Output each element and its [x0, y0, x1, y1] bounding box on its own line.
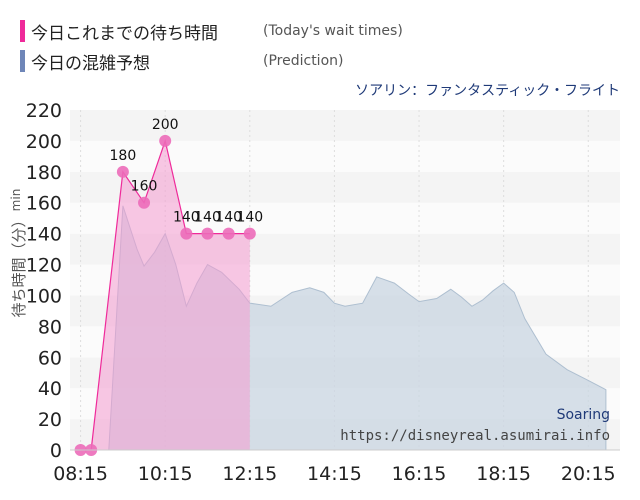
- today-marker: [243, 227, 256, 240]
- data-label: 160: [131, 179, 158, 195]
- data-label: 140: [173, 210, 200, 226]
- y-tick-label: 200: [26, 131, 62, 153]
- data-label: 140: [236, 210, 263, 226]
- legend-today-note: (Today's wait times): [263, 23, 403, 39]
- today-marker: [222, 227, 235, 240]
- x-tick-label: 08:15: [53, 463, 108, 485]
- x-tick-label: 16:15: [392, 463, 447, 485]
- today-swatch: [20, 20, 25, 42]
- data-label: 180: [110, 148, 137, 164]
- today-marker: [201, 227, 214, 240]
- data-label: 140: [215, 210, 242, 226]
- x-tick-label: 14:15: [307, 463, 362, 485]
- y-tick-label: 0: [50, 440, 62, 462]
- y-axis-unit: min: [9, 189, 23, 212]
- watermark-name: Soaring: [556, 407, 610, 423]
- y-tick-label: 220: [26, 100, 62, 122]
- today-marker: [138, 196, 151, 209]
- today-area: [80, 140, 250, 450]
- attraction-name: ソアリン：ファンタスティック・フライト: [355, 83, 620, 99]
- legend-item-prediction: 今日の混雑予想 (Prediction): [20, 49, 344, 74]
- watermark-url: https://disneyreal.asumirai.info: [340, 428, 610, 444]
- y-tick-label: 80: [38, 316, 62, 338]
- x-tick-label: 10:15: [138, 463, 193, 485]
- y-tick-label: 20: [38, 409, 62, 431]
- legend-prediction-label: 今日の混雑予想: [31, 53, 150, 74]
- y-tick-label: 120: [26, 255, 62, 277]
- y-tick-label: 160: [26, 193, 62, 215]
- y-tick-label: 140: [26, 224, 62, 246]
- today-marker: [159, 134, 172, 147]
- grid-band: [70, 140, 620, 172]
- x-tick-label: 18:15: [476, 463, 531, 485]
- y-axis-label: 待ち時間（分）: [10, 212, 28, 317]
- y-tick-label: 40: [38, 378, 62, 400]
- legend-item-today: 今日これまでの待ち時間 (Today's wait times): [20, 19, 403, 44]
- today-marker: [116, 165, 129, 178]
- data-label: 200: [152, 117, 179, 133]
- x-tick-label: 20:15: [561, 463, 616, 485]
- y-tick-label: 60: [38, 347, 62, 369]
- legend-today-label: 今日これまでの待ち時間: [31, 23, 218, 44]
- prediction-swatch: [20, 50, 25, 72]
- x-tick-label: 12:15: [222, 463, 277, 485]
- y-tick-label: 100: [26, 285, 62, 307]
- legend-prediction-note: (Prediction): [263, 53, 344, 69]
- y-tick-label: 180: [26, 162, 62, 184]
- grid-band: [70, 110, 620, 141]
- legend: 今日これまでの待ち時間 (Today's wait times) 今日の混雑予想…: [0, 0, 640, 80]
- today-marker: [180, 227, 193, 240]
- data-label: 140: [194, 210, 221, 226]
